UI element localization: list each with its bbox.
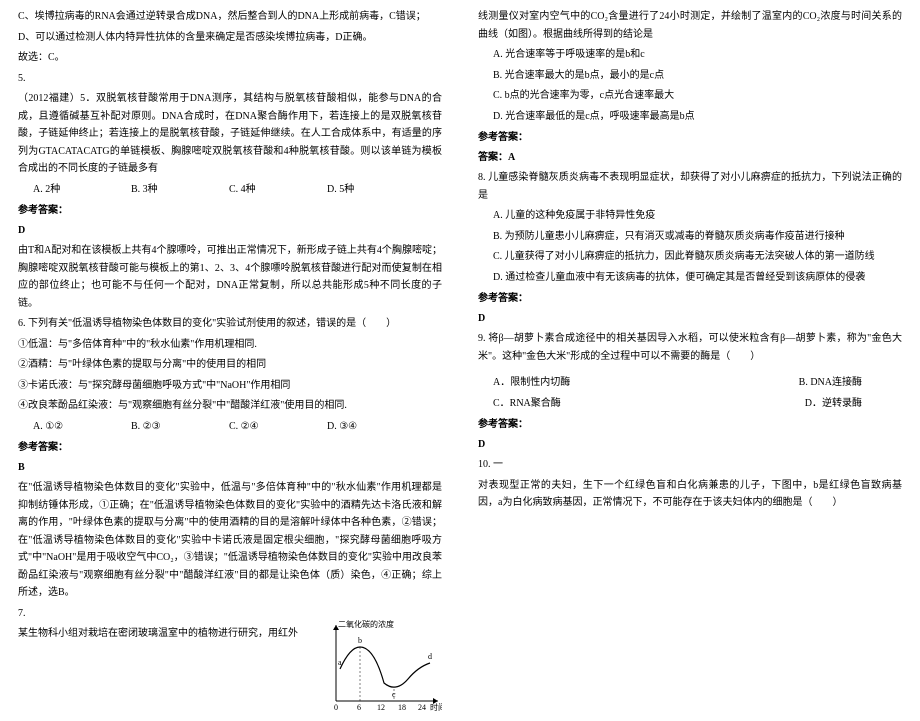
q7-stem: 某生物科小组对栽培在密闭玻璃温室中的植物进行研究，用红外 [18,625,308,643]
q8-opt-c: C. 儿童获得了对小儿麻痹症的抵抗力，因此脊髓灰质炎病毒无法突破人体的第一道防线 [478,248,902,266]
q6-item4: ④改良苯酚品红染液：与"观察细胞有丝分裂"中"醋酸洋红液"使用目的相同. [18,397,442,415]
opt-a: A. ①② [33,418,103,436]
q6-item2: ②酒精：与"叶绿体色素的提取与分离"中的使用目的相同 [18,356,442,374]
q6-stem: 6. 下列有关"低温诱导植物染色体数目的变化"实验试剂使用的叙述，错误的是（ ） [18,315,442,333]
q9-answer: D [478,436,902,454]
answer-label: 参考答案： [478,129,902,147]
opt-a: A．限制性内切酶 [493,374,570,392]
opt-a: A. 2种 [33,181,103,199]
opt-c: C. ②④ [229,418,299,436]
opt-b: B. ②③ [131,418,201,436]
answer-label: 参考答案： [18,439,442,457]
answer-label: 参考答案： [478,290,902,308]
text-line: 故选：C。 [18,49,442,67]
svg-text:18: 18 [398,703,406,712]
opt-b: B. DNA连接酶 [799,374,862,392]
q7-opt-a: A. 光合速率等于呼吸速率的是b和c [478,46,902,64]
q7-opt-c: C. b点的光合速率为零，c点光合速率最大 [478,87,902,105]
q5-options: A. 2种 B. 3种 C. 4种 D. 5种 [18,181,442,199]
q10-number: 10. 一 [478,456,902,474]
opt-c: C. 4种 [229,181,299,199]
q5-answer: D [18,222,442,240]
q6-options: A. ①② B. ②③ C. ②④ D. ③④ [18,418,442,436]
svg-text:b: b [358,636,362,645]
q5-stem: （2012福建）5．双脱氧核苷酸常用于DNA测序，其结构与脱氧核苷酸相似，能参与… [18,90,442,178]
answer-label: 参考答案： [18,202,442,220]
q6-answer: B [18,459,442,477]
q8-answer: D [478,310,902,328]
text-line: D、可以通过检测人体内特异性抗体的含量来确定是否感染埃博拉病毒，D正确。 [18,29,442,47]
svg-text:0: 0 [334,703,338,712]
svg-text:a: a [338,658,342,667]
q7-opt-b: B. 光合速率最大的是b点，最小的是c点 [478,67,902,85]
q6-item1: ①低温：与"多倍体育种"中的"秋水仙素"作用机理相同. [18,336,442,354]
q7-answer: 答案：A [478,149,902,167]
answer-label: 参考答案： [478,416,902,434]
q5-number: 5. [18,70,442,88]
q8-opt-d: D. 通过检查儿童血液中有无该病毒的抗体，便可确定其是否曾经受到该病原体的侵袭 [478,269,902,287]
opt-b: B. 3种 [131,181,201,199]
q9-stem: 9. 将β—胡萝卜素合成途径中的相关基因导入水稻，可以使米粒含有β—胡萝卜素，称… [478,330,902,365]
q6-item3: ③卡诺氏液：与"探究酵母菌细胞呼吸方式"中"NaOH"作用相同 [18,377,442,395]
svg-text:时间: 时间 [430,702,442,712]
q6-explanation: 在"低温诱导植物染色体数目的变化"实验中，低温与"多倍体育种"中的"秋水仙素"作… [18,479,442,602]
q8-opt-b: B. 为预防儿童患小儿麻痹症，只有消灭或减毒的脊髓灰质炎病毒作疫苗进行接种 [478,228,902,246]
q8-stem: 8. 儿童感染脊髓灰质炎病毒不表现明显症状，却获得了对小儿麻痹症的抵抗力，下列说… [478,169,902,204]
svg-text:6: 6 [357,703,361,712]
q9-opts-row2: C．RNA聚合酶 D．逆转录酶 [478,395,902,413]
q8-opt-a: A. 儿童的这种免疫属于非特异性免疫 [478,207,902,225]
svg-text:d: d [428,652,432,661]
q10-stem: 对表现型正常的夫妇，生下一个红绿色盲和白化病兼患的儿子，下图中，b是红绿色盲致病… [478,477,902,512]
opt-c: C．RNA聚合酶 [493,395,561,413]
q5-explanation: 由T和A配对和在该模板上共有4个腺嘌呤，可推出正常情况下，新形成子链上共有4个胸… [18,242,442,312]
text-line: C、埃博拉病毒的RNA会通过逆转录合成DNA，然后整合到人的DNA上形成前病毒，… [18,8,442,26]
opt-d: D. ③④ [327,418,397,436]
q7-continuation: 线测量仪对室内空气中的CO₂含量进行了24小时测定，并绘制了温室内的CO₂浓度与… [478,8,902,43]
opt-d: D．逆转录酶 [805,395,862,413]
q9-opts-row1: A．限制性内切酶 B. DNA连接酶 [478,374,902,392]
q7-opt-d: D. 光合速率最低的是c点，呼吸速率最高是b点 [478,108,902,126]
svg-text:12: 12 [377,703,385,712]
chart-y-title: 二氧化碳的浓度 [338,619,394,629]
opt-d: D. 5种 [327,181,397,199]
co2-chart: 二氧化碳的浓度 a b c d 0 6 12 18 24 时间 [322,619,442,714]
svg-text:24: 24 [418,703,426,712]
